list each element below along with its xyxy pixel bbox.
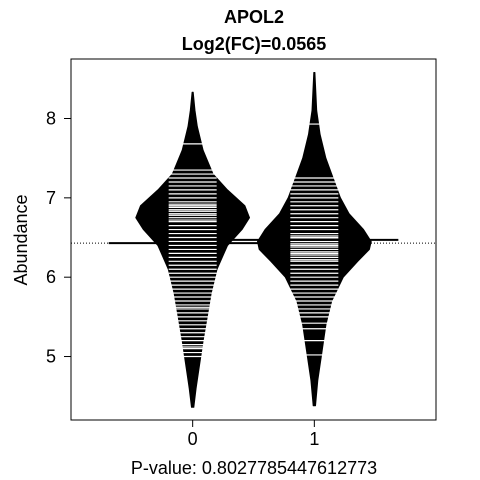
y-tick-label: 6 (46, 267, 56, 287)
y-axis-label: Abundance (11, 194, 31, 285)
y-tick-label: 5 (46, 347, 56, 367)
x-axis-label: P-value: 0.8027785447612773 (131, 458, 377, 478)
x-tick-label: 1 (309, 429, 319, 449)
chart-subtitle: Log2(FC)=0.0565 (182, 34, 327, 54)
y-tick-label: 8 (46, 109, 56, 129)
bean-1 (230, 72, 399, 407)
chart-title: APOL2 (224, 7, 284, 27)
bean-group (71, 72, 436, 408)
y-axis: 5 6 7 8 (46, 109, 72, 367)
x-tick-label: 0 (188, 429, 198, 449)
bean-0 (108, 91, 277, 408)
y-tick-label: 7 (46, 188, 56, 208)
